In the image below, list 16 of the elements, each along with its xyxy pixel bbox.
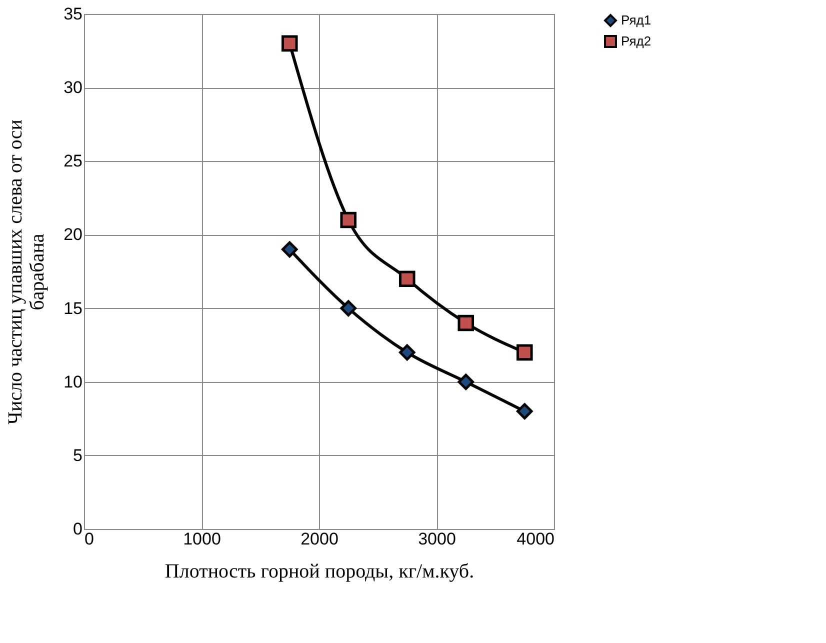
y-tick-label: 10 [64, 372, 82, 392]
y-tick-label: 25 [64, 152, 82, 171]
x-tick-label: 1000 [183, 530, 221, 548]
x-tick-label: 0 [84, 530, 94, 548]
x-tick-label: 3000 [418, 530, 456, 548]
x-axis-title: Плотность горной породы, кг/м.куб. [164, 560, 474, 582]
y-tick-label: 30 [64, 78, 82, 98]
y-tick-label: 35 [64, 4, 82, 24]
y-tick-label: 20 [64, 225, 82, 244]
legend-label: Ряд2 [621, 34, 652, 48]
legend-label: Ряд1 [621, 12, 652, 28]
y-tick-label: 15 [64, 298, 82, 318]
x-tick-label: 4000 [516, 530, 554, 548]
y-tick-label: 5 [73, 446, 82, 465]
y-axis-title: Число частиц упавших слева от оси барабана [4, 119, 49, 424]
x-tick-label: 2000 [300, 530, 338, 548]
